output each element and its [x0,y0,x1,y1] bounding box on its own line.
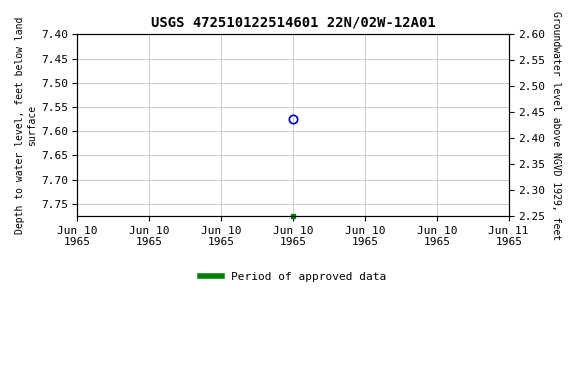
Y-axis label: Groundwater level above NGVD 1929, feet: Groundwater level above NGVD 1929, feet [551,10,561,240]
Legend: Period of approved data: Period of approved data [195,268,391,286]
Y-axis label: Depth to water level, feet below land
surface: Depth to water level, feet below land su… [15,17,37,234]
Title: USGS 472510122514601 22N/02W-12A01: USGS 472510122514601 22N/02W-12A01 [151,15,435,29]
